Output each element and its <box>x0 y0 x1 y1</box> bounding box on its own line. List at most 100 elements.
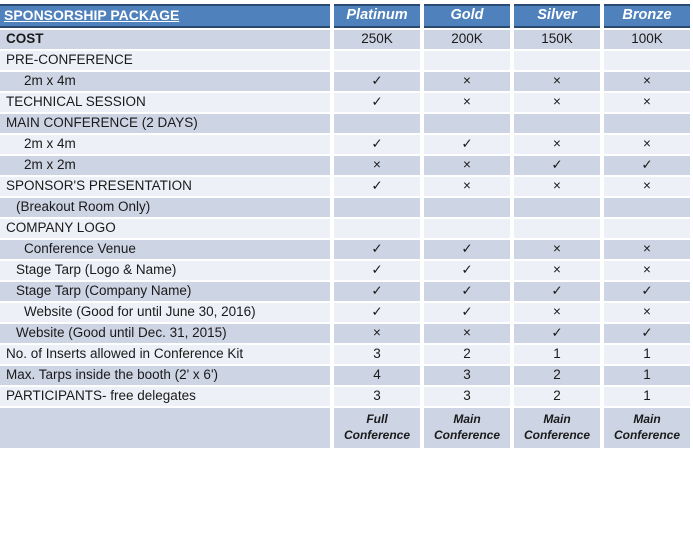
row-label: MAIN CONFERENCE (2 DAYS) <box>0 114 330 133</box>
value-cell: × <box>514 177 600 196</box>
value-cell <box>424 219 510 238</box>
column-header-silver: Silver <box>514 4 600 28</box>
footer-cell: Main Conference <box>514 408 600 448</box>
value-cell: × <box>604 135 690 154</box>
value-cell: × <box>424 93 510 112</box>
value-cell: ✓ <box>334 303 420 322</box>
footer-cell: Full Conference <box>334 408 420 448</box>
row-label: COST <box>0 30 330 49</box>
value-cell: 1 <box>604 345 690 364</box>
value-cell: × <box>424 72 510 91</box>
value-cell: 150K <box>514 30 600 49</box>
value-cell: ✓ <box>604 282 690 301</box>
value-cell: × <box>604 240 690 259</box>
value-cell: × <box>424 177 510 196</box>
value-cell: ✓ <box>424 303 510 322</box>
value-cell: × <box>514 240 600 259</box>
value-cell: 3 <box>424 387 510 406</box>
value-cell: × <box>514 135 600 154</box>
value-cell <box>424 198 510 217</box>
value-cell <box>514 219 600 238</box>
value-cell: 250K <box>334 30 420 49</box>
row-label: COMPANY LOGO <box>0 219 330 238</box>
value-cell: ✓ <box>514 282 600 301</box>
value-cell: ✓ <box>334 240 420 259</box>
row-label: Website (Good for until June 30, 2016) <box>0 303 330 322</box>
value-cell: × <box>514 72 600 91</box>
value-cell: 1 <box>514 345 600 364</box>
value-cell <box>604 51 690 70</box>
value-cell <box>334 198 420 217</box>
row-label <box>0 408 330 448</box>
row-label: Website (Good until Dec. 31, 2015) <box>0 324 330 343</box>
value-cell: ✓ <box>334 93 420 112</box>
value-cell: 2 <box>514 366 600 385</box>
row-label: Conference Venue <box>0 240 330 259</box>
row-label: Stage Tarp (Company Name) <box>0 282 330 301</box>
row-label: 2m x 4m <box>0 72 330 91</box>
value-cell <box>334 114 420 133</box>
row-label: (Breakout Room Only) <box>0 198 330 217</box>
value-cell: × <box>514 93 600 112</box>
value-cell: × <box>514 261 600 280</box>
row-label: 2m x 4m <box>0 135 330 154</box>
sponsorship-table: SPONSORSHIP PACKAGE Platinum Gold Silver… <box>0 4 690 448</box>
value-cell <box>604 219 690 238</box>
column-header-bronze: Bronze <box>604 4 690 28</box>
value-cell: ✓ <box>424 240 510 259</box>
value-cell: ✓ <box>424 261 510 280</box>
value-cell: ✓ <box>424 282 510 301</box>
value-cell: ✓ <box>334 72 420 91</box>
value-cell: ✓ <box>334 135 420 154</box>
value-cell: × <box>334 156 420 175</box>
value-cell: × <box>604 303 690 322</box>
value-cell: 4 <box>334 366 420 385</box>
value-cell <box>604 114 690 133</box>
value-cell: × <box>514 303 600 322</box>
value-cell <box>514 51 600 70</box>
value-cell: ✓ <box>334 261 420 280</box>
value-cell: ✓ <box>604 324 690 343</box>
value-cell: 3 <box>334 387 420 406</box>
value-cell: × <box>604 93 690 112</box>
table-title: SPONSORSHIP PACKAGE <box>0 4 330 28</box>
value-cell: ✓ <box>334 282 420 301</box>
value-cell <box>514 198 600 217</box>
value-cell: 3 <box>334 345 420 364</box>
value-cell <box>424 114 510 133</box>
value-cell <box>514 114 600 133</box>
value-cell: 1 <box>604 387 690 406</box>
value-cell <box>604 198 690 217</box>
value-cell <box>334 51 420 70</box>
row-label: PRE-CONFERENCE <box>0 51 330 70</box>
value-cell: × <box>604 72 690 91</box>
column-header-platinum: Platinum <box>334 4 420 28</box>
value-cell <box>334 219 420 238</box>
value-cell: 2 <box>514 387 600 406</box>
value-cell: 200K <box>424 30 510 49</box>
row-label: Max. Tarps inside the booth (2' x 6') <box>0 366 330 385</box>
value-cell: × <box>604 261 690 280</box>
value-cell <box>424 51 510 70</box>
value-cell: ✓ <box>334 177 420 196</box>
row-label: SPONSOR'S PRESENTATION <box>0 177 330 196</box>
value-cell: × <box>334 324 420 343</box>
value-cell: 1 <box>604 366 690 385</box>
row-label: Stage Tarp (Logo & Name) <box>0 261 330 280</box>
value-cell: ✓ <box>514 156 600 175</box>
row-label: TECHNICAL SESSION <box>0 93 330 112</box>
value-cell: × <box>424 156 510 175</box>
column-header-gold: Gold <box>424 4 510 28</box>
value-cell: ✓ <box>514 324 600 343</box>
footer-cell: Main Conference <box>424 408 510 448</box>
value-cell: ✓ <box>604 156 690 175</box>
row-label: PARTICIPANTS- free delegates <box>0 387 330 406</box>
value-cell: × <box>604 177 690 196</box>
value-cell: 2 <box>424 345 510 364</box>
value-cell: ✓ <box>424 135 510 154</box>
row-label: No. of Inserts allowed in Conference Kit <box>0 345 330 364</box>
value-cell: × <box>424 324 510 343</box>
footer-cell: Main Conference <box>604 408 690 448</box>
row-label: 2m x 2m <box>0 156 330 175</box>
value-cell: 100K <box>604 30 690 49</box>
